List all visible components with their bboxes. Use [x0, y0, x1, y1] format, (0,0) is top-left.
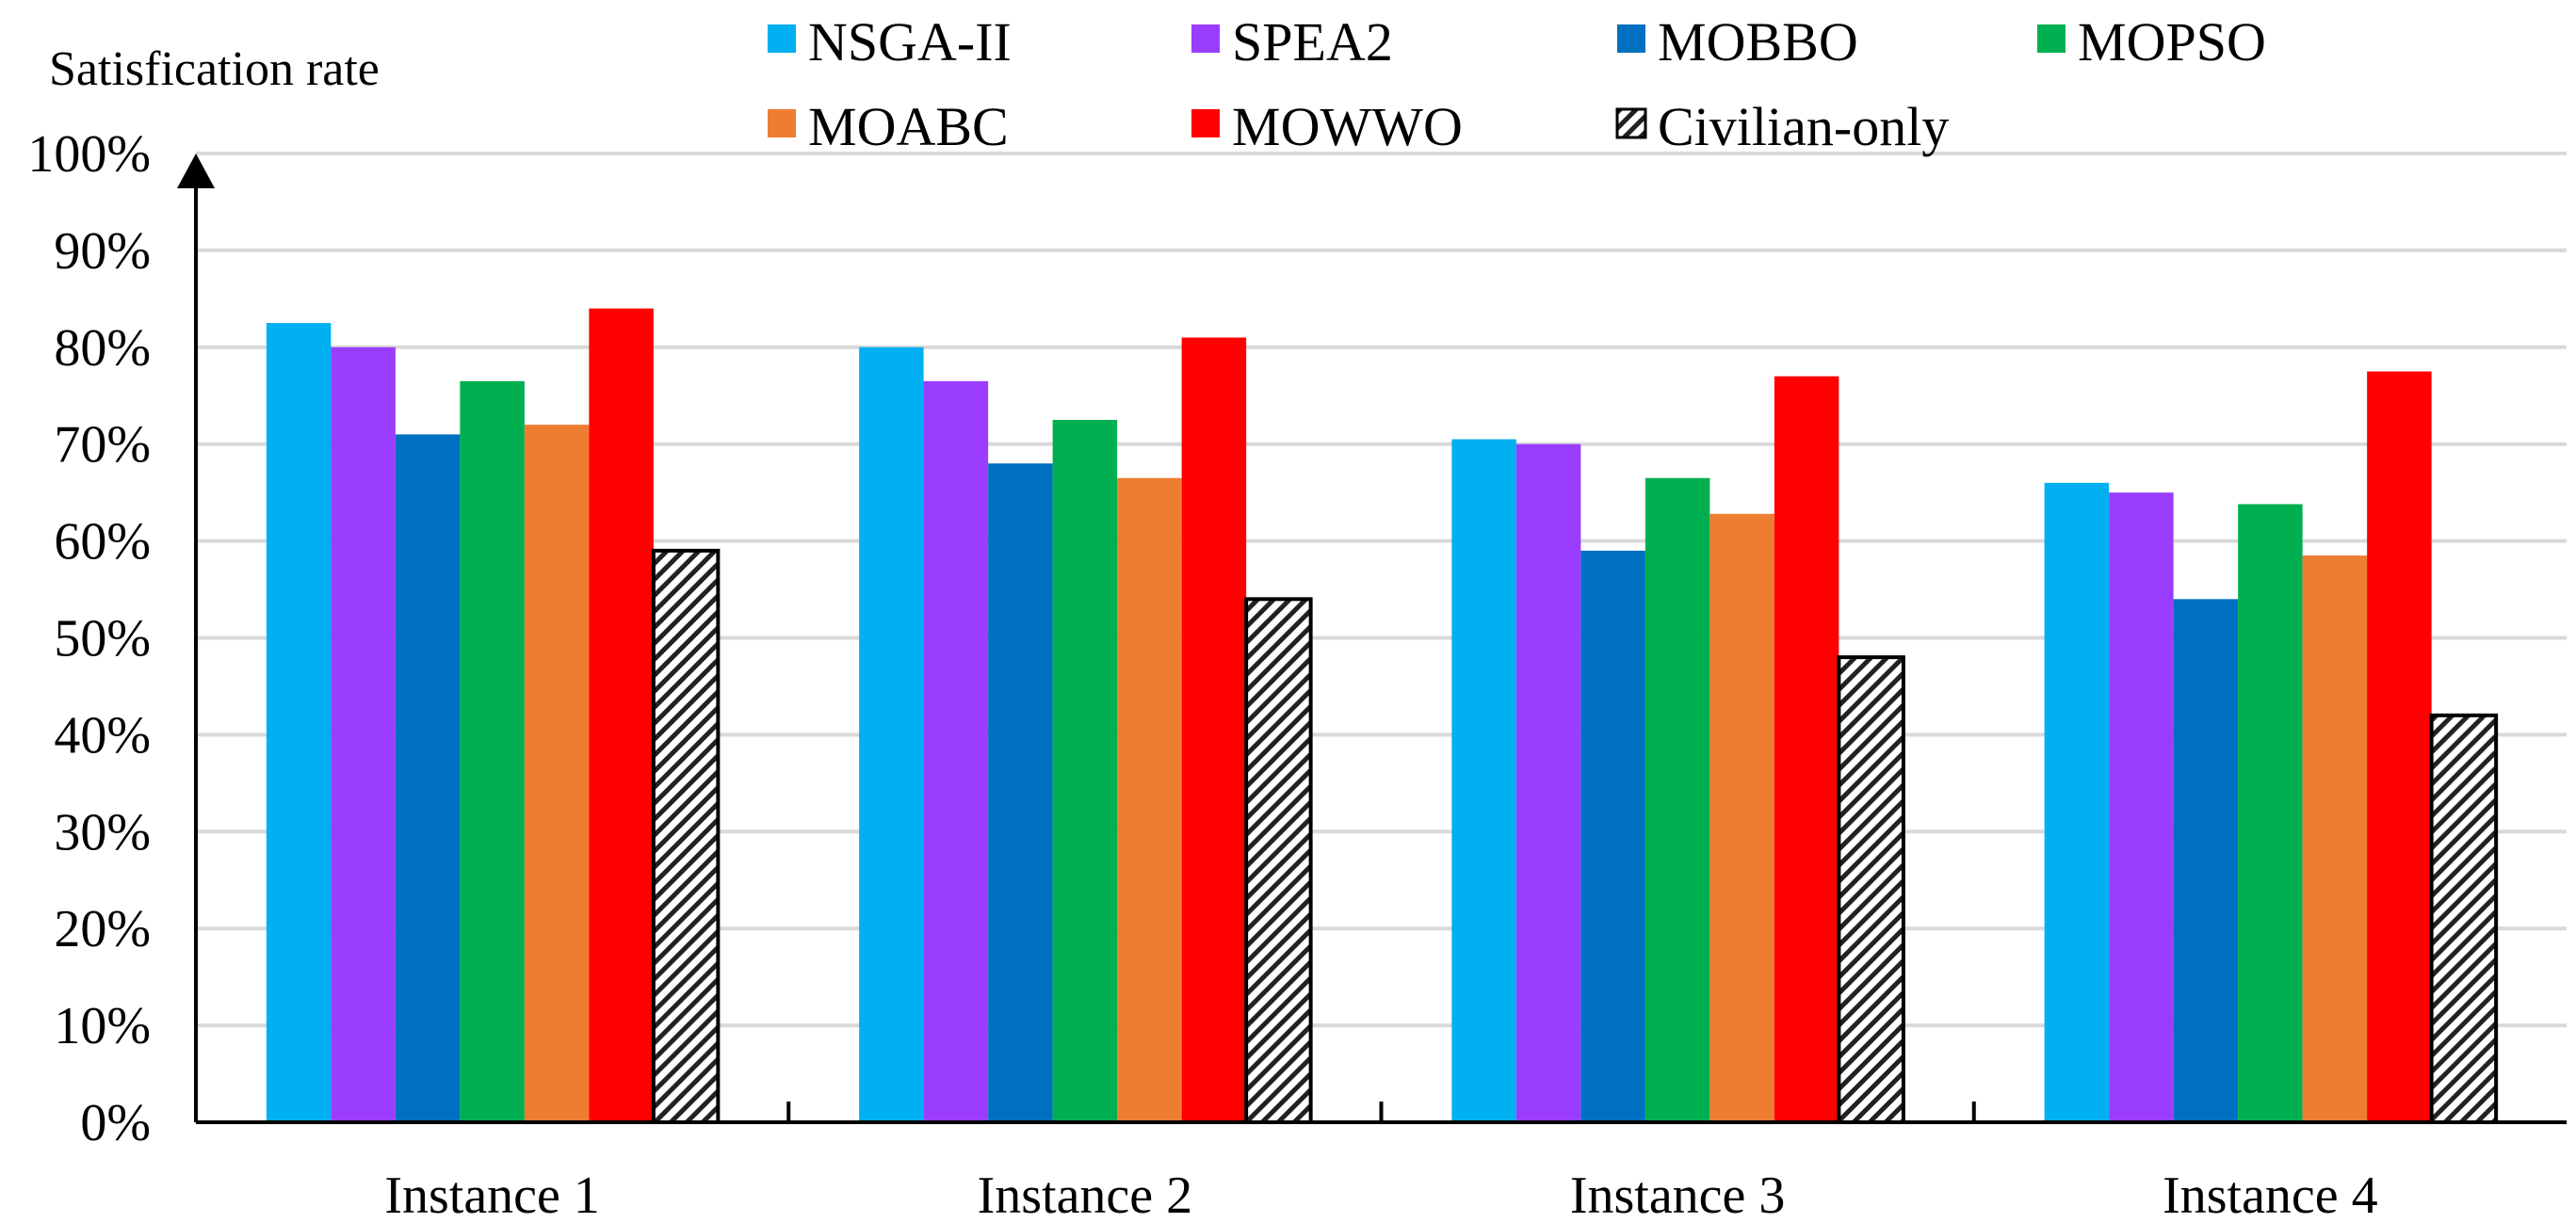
- bar-mowwo: [1181, 337, 1247, 1122]
- bar-civilian-only: [1837, 655, 1905, 1125]
- legend-item: NSGA-II: [768, 11, 1012, 72]
- y-tick-label: 20%: [54, 900, 151, 958]
- x-category-label: Instance 2: [978, 1167, 1193, 1223]
- bar-nsga-ii: [859, 346, 924, 1122]
- legend-swatch: [2037, 24, 2066, 53]
- y-tick-label: 100%: [27, 125, 151, 184]
- legend-label: MOPSO: [2078, 11, 2266, 72]
- bar-mobbo: [1580, 550, 1645, 1122]
- x-category-labels: Instance 1 Instance 2 Instance 3 Instance 4: [384, 1167, 2377, 1223]
- y-tick-label: 70%: [54, 416, 151, 475]
- bar-mowwo: [1774, 376, 1839, 1122]
- bar-spea2: [331, 346, 396, 1122]
- legend-item: MOBBO: [1617, 11, 1858, 72]
- legend-label: MOWWO: [1232, 96, 1463, 157]
- bar-spea2: [923, 380, 989, 1122]
- legend-swatch: [1191, 109, 1220, 137]
- legend-item: MOPSO: [2037, 11, 2266, 72]
- legend-swatch: [1617, 24, 1645, 53]
- bar-moabc: [1117, 477, 1182, 1123]
- bar-moabc: [2302, 555, 2368, 1122]
- bar-mowwo: [2367, 371, 2432, 1122]
- y-tick-labels: 0% 10% 20% 30% 40% 50% 60% 70% 80% 90% 100%: [27, 125, 151, 1152]
- legend-swatch: [1191, 24, 1220, 53]
- legend-swatch: [768, 109, 796, 137]
- y-tick-label: 80%: [54, 319, 151, 378]
- bar-moabc: [524, 425, 590, 1122]
- y-tick-label: 0%: [80, 1094, 151, 1152]
- legend-label: NSGA-II: [808, 11, 1012, 72]
- x-category-label: Instance 4: [2163, 1167, 2378, 1223]
- axes: [177, 153, 2567, 1124]
- y-tick-label: 60%: [54, 513, 151, 571]
- bar-mobbo: [395, 434, 461, 1122]
- legend-item: MOABC: [768, 96, 1009, 157]
- bar-civilian-only: [651, 548, 721, 1124]
- bar-mobbo: [2173, 599, 2239, 1122]
- y-tick-label: 50%: [54, 610, 151, 668]
- bar-spea2: [1515, 443, 1581, 1122]
- bar-nsga-ii: [2044, 482, 2110, 1122]
- y-tick-label: 90%: [54, 222, 151, 281]
- legend-swatch: [1615, 107, 1647, 139]
- y-tick-label: 30%: [54, 803, 151, 861]
- legend-swatch: [768, 24, 796, 53]
- legend-item: MOWWO: [1191, 96, 1463, 157]
- y-axis-arrow-icon: [177, 153, 215, 188]
- bar-mowwo: [589, 308, 654, 1122]
- bar-nsga-ii: [1451, 439, 1516, 1122]
- bar-civilian-only: [1244, 597, 1313, 1124]
- legend-label: MOABC: [808, 96, 1009, 157]
- legend-label: Civilian-only: [1658, 96, 1949, 157]
- x-category-label: Instance 1: [384, 1167, 600, 1223]
- y-tick-label: 10%: [54, 997, 151, 1055]
- legend: NSGA-II SPEA2 MOBBO MOPSO MOABC MOWWO Civilian…: [768, 11, 2266, 157]
- bar-mopso: [1644, 477, 1710, 1123]
- bars: [266, 308, 2499, 1125]
- bar-moabc: [1709, 513, 1774, 1122]
- bar-mopso: [460, 380, 525, 1122]
- legend-label: SPEA2: [1232, 11, 1393, 72]
- legend-label: MOBBO: [1658, 11, 1858, 72]
- legend-item: SPEA2: [1191, 11, 1393, 72]
- bar-mobbo: [988, 463, 1053, 1122]
- bar-nsga-ii: [266, 323, 332, 1122]
- legend-item: Civilian-only: [1615, 96, 1949, 157]
- y-axis-label: Satisfication rate: [49, 42, 380, 96]
- bar-mopso: [2238, 504, 2303, 1122]
- bar-mopso: [1052, 419, 1118, 1123]
- y-tick-label: 40%: [54, 706, 151, 764]
- x-category-label: Instance 3: [1570, 1167, 1786, 1223]
- bar-civilian-only: [2429, 713, 2499, 1124]
- bar-spea2: [2109, 492, 2174, 1122]
